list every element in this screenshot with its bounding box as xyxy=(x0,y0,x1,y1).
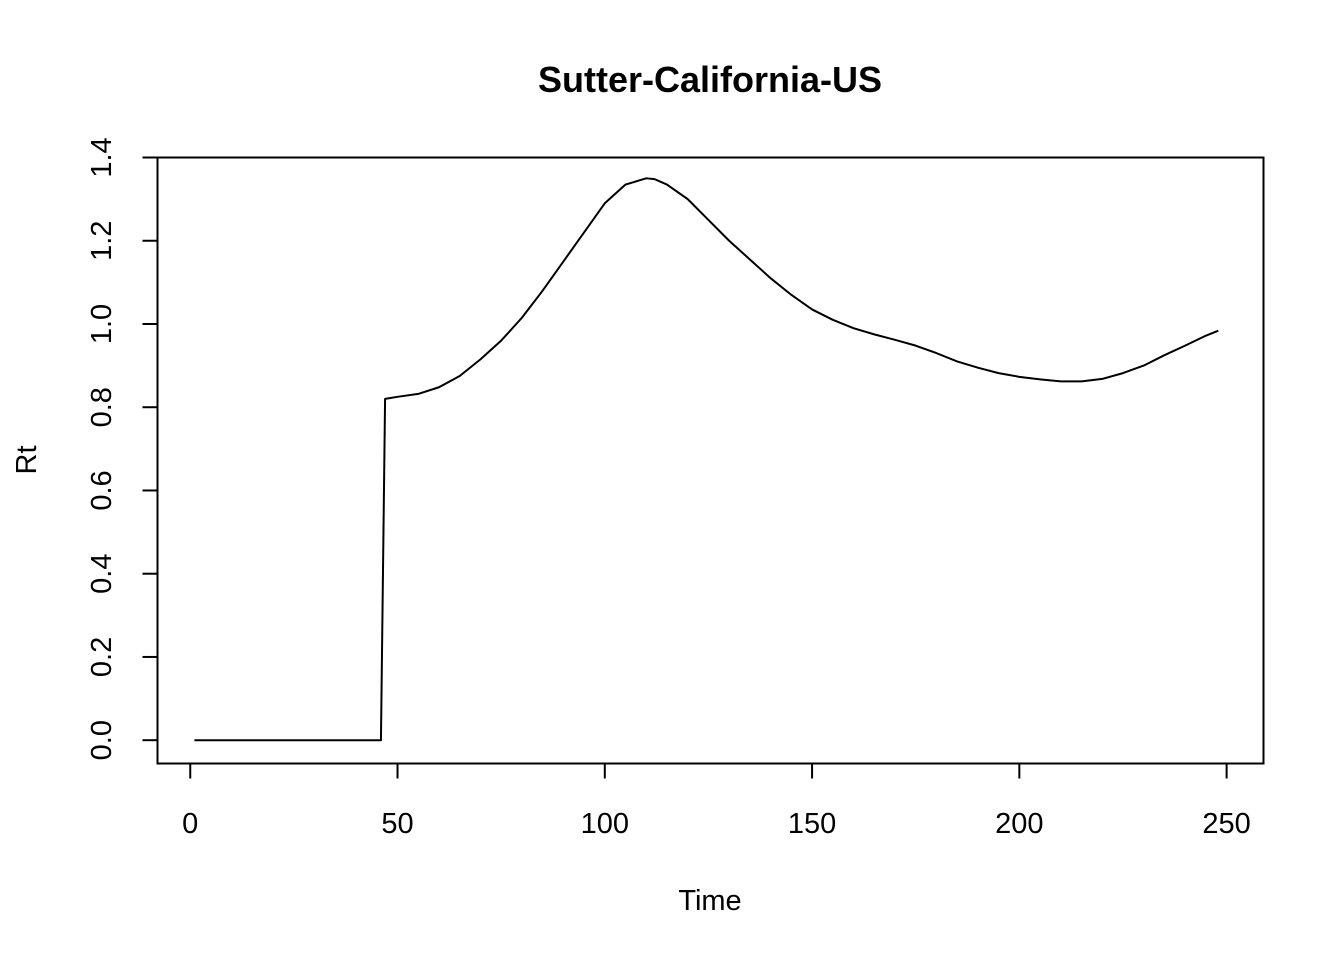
x-tick-label: 150 xyxy=(788,808,836,840)
x-tick-label: 50 xyxy=(381,808,413,840)
x-axis: 0 50 100 150 200 250 xyxy=(182,762,1251,840)
x-tick-label: 0 xyxy=(182,808,198,840)
rt-series-line xyxy=(194,177,1219,742)
y-tick-label: 0.6 xyxy=(86,470,118,510)
y-tick-label: 0.0 xyxy=(86,720,118,760)
y-tick-label: 0.2 xyxy=(86,637,118,677)
y-axis-label: Rt xyxy=(11,446,43,475)
y-axis: 0.0 0.2 0.4 0.6 0.8 1.0 1.2 1.4 xyxy=(86,137,159,760)
x-axis-label: Time xyxy=(678,885,741,917)
y-tick-label: 1.0 xyxy=(86,304,118,344)
y-tick-label: 1.4 xyxy=(86,137,118,177)
x-tick-label: 200 xyxy=(995,808,1043,840)
x-tick-label: 100 xyxy=(581,808,629,840)
y-tick-label: 1.2 xyxy=(86,221,118,261)
x-tick-label: 250 xyxy=(1202,808,1250,840)
y-tick-label: 0.4 xyxy=(86,554,118,594)
chart-title: Sutter-California-US xyxy=(538,59,882,100)
series-group xyxy=(194,177,1219,742)
plot-area-frame xyxy=(156,156,1265,765)
y-tick-label: 0.8 xyxy=(86,387,118,427)
